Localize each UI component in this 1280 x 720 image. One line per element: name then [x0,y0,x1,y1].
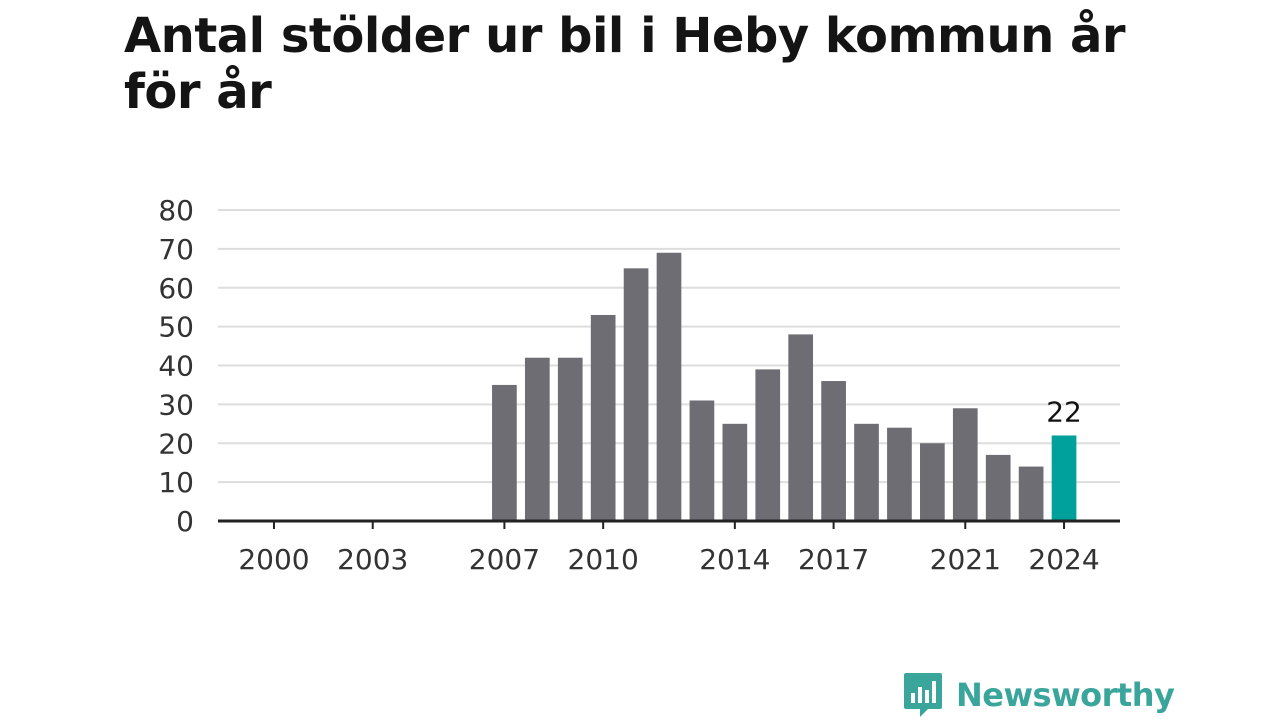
bar [755,369,781,521]
x-tick-label: 2010 [568,543,639,576]
y-tick-label: 0 [176,505,194,538]
bar [854,423,879,521]
y-tick-label: 20 [158,427,194,460]
bar [821,381,846,521]
x-tick-label: 2007 [469,543,540,576]
y-tick-label: 40 [158,350,194,383]
y-tick-label: 30 [158,388,194,421]
bar [722,423,748,521]
brand-name: Newsworthy [956,676,1175,714]
y-tick-label: 60 [158,272,194,305]
y-tick-label: 80 [158,194,194,227]
bar [920,443,945,521]
bar [492,384,517,521]
bar [887,427,912,521]
bar-chart: 0 10 20 30 40 50 60 70 80 22 2000 2003 2007 2010 201… [158,194,1120,576]
x-axis-labels: 2000 2003 2007 2010 2014 2017 2021 2024 [238,543,1099,576]
bar [557,357,583,521]
y-axis-labels: 0 10 20 30 40 50 60 70 80 [158,194,194,538]
x-axis-ticks [272,521,1066,529]
x-tick-label: 2024 [1028,543,1099,576]
bar [985,454,1011,521]
bar [590,314,616,521]
y-tick-label: 10 [158,466,194,499]
y-tick-label: 50 [158,311,194,344]
chart-title: Antal stölder ur bil i Heby kommun år fö… [124,8,1126,120]
bar [623,268,649,521]
bar [952,408,978,521]
highlight-value-label: 22 [1046,395,1082,428]
x-tick-label: 2003 [337,543,408,576]
value-labels: 22 [1046,395,1082,428]
bar [788,334,814,521]
y-tick-label: 70 [158,233,194,266]
newsworthy-logo-icon [904,673,942,717]
bar [689,400,715,521]
bar-highlight [1051,435,1077,521]
x-tick-label: 2000 [238,543,309,576]
bar [524,357,550,521]
brand-logo: Newsworthy [902,670,1175,720]
x-tick-label: 2014 [699,543,770,576]
x-tick-label: 2021 [930,543,1001,576]
bar [656,252,682,521]
x-tick-label: 2017 [798,543,869,576]
bars [492,252,1077,521]
bar [1018,466,1044,521]
